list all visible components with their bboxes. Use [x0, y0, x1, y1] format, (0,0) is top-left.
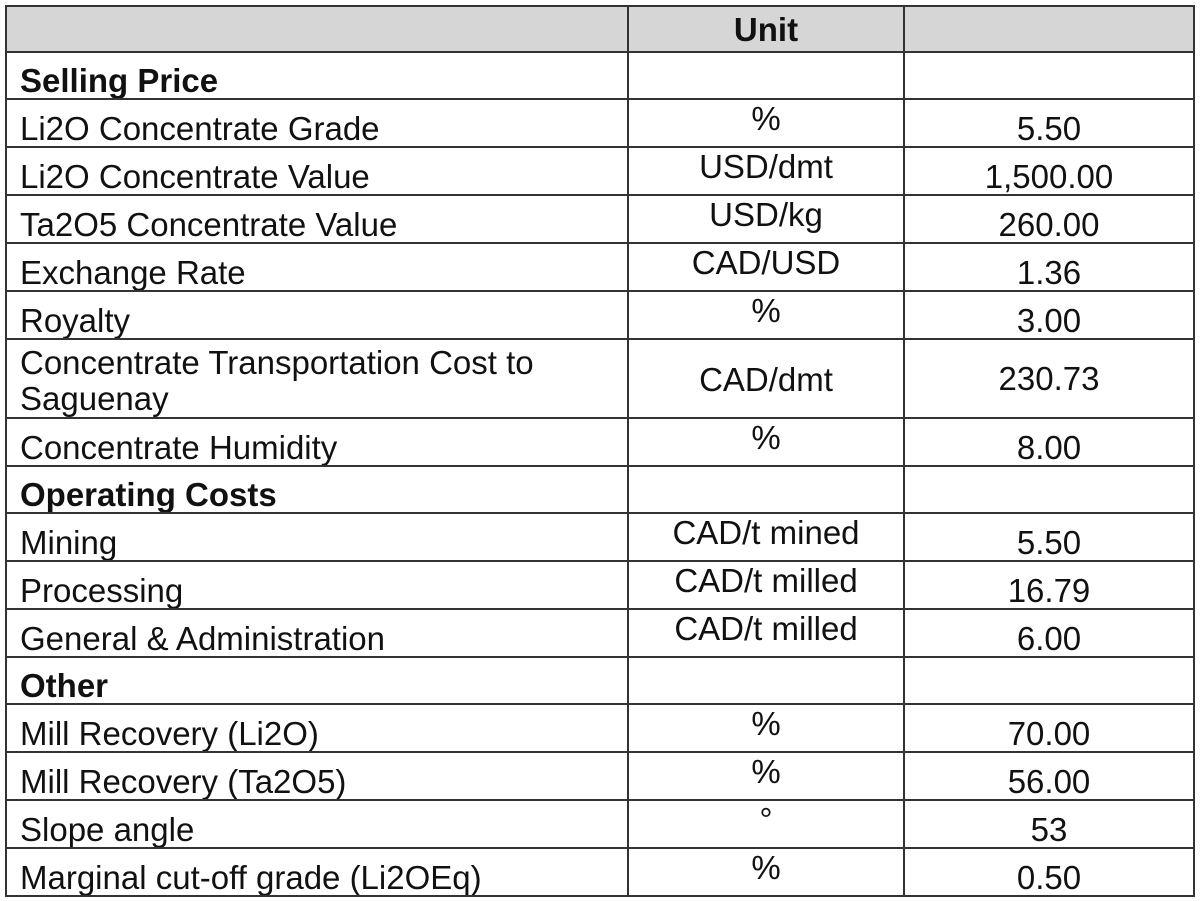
- row-value: 1,500.00: [903, 146, 1195, 196]
- row-label: Concentrate Transportation Cost to Sague…: [5, 338, 629, 419]
- table-row: Concentrate Humidity % 8.00: [5, 417, 1195, 467]
- row-value: 53: [903, 799, 1195, 849]
- row-unit: USD/dmt: [627, 146, 905, 196]
- header-value: [903, 5, 1195, 53]
- empty-cell: [903, 656, 1195, 705]
- row-label: Exchange Rate: [5, 242, 629, 292]
- row-label: General & Administration: [5, 608, 629, 658]
- table-row: Slope angle ° 53: [5, 799, 1195, 849]
- table-row: Mill Recovery (Ta2O5) % 56.00: [5, 751, 1195, 801]
- table-row: Royalty % 3.00: [5, 290, 1195, 340]
- parameters-table: Unit Selling Price Li2O Concentrate Grad…: [5, 5, 1195, 897]
- row-label: Royalty: [5, 290, 629, 340]
- table-row: Exchange Rate CAD/USD 1.36: [5, 242, 1195, 292]
- section-row-operating-costs: Operating Costs: [5, 465, 1195, 514]
- row-label: Li2O Concentrate Grade: [5, 98, 629, 148]
- row-label: Mill Recovery (Li2O): [5, 703, 629, 753]
- row-value: 1.36: [903, 242, 1195, 292]
- empty-cell: [903, 51, 1195, 100]
- row-value: 6.00: [903, 608, 1195, 658]
- row-label: Concentrate Humidity: [5, 417, 629, 467]
- row-value: 260.00: [903, 194, 1195, 244]
- table-row: Li2O Concentrate Value USD/dmt 1,500.00: [5, 146, 1195, 196]
- empty-cell: [627, 656, 905, 705]
- row-unit: %: [627, 751, 905, 801]
- table-row: Mining CAD/t mined 5.50: [5, 512, 1195, 562]
- row-value: 16.79: [903, 560, 1195, 610]
- row-unit: °: [627, 799, 905, 849]
- section-row-selling-price: Selling Price: [5, 51, 1195, 100]
- row-unit: CAD/USD: [627, 242, 905, 292]
- row-label: Marginal cut-off grade (Li2OEq): [5, 847, 629, 897]
- row-value: 70.00: [903, 703, 1195, 753]
- row-value: 8.00: [903, 417, 1195, 467]
- row-value: 230.73: [903, 338, 1195, 419]
- table-row: Processing CAD/t milled 16.79: [5, 560, 1195, 610]
- row-label: Slope angle: [5, 799, 629, 849]
- empty-cell: [903, 465, 1195, 514]
- row-unit: %: [627, 847, 905, 897]
- row-value: 3.00: [903, 290, 1195, 340]
- row-unit: %: [627, 417, 905, 467]
- header-parameter: [5, 5, 629, 53]
- row-value: 56.00: [903, 751, 1195, 801]
- empty-cell: [627, 51, 905, 100]
- row-label: Processing: [5, 560, 629, 610]
- table-row: Li2O Concentrate Grade % 5.50: [5, 98, 1195, 148]
- row-label: Mill Recovery (Ta2O5): [5, 751, 629, 801]
- row-unit: USD/kg: [627, 194, 905, 244]
- section-row-other: Other: [5, 656, 1195, 705]
- row-unit: CAD/t milled: [627, 608, 905, 658]
- row-unit: %: [627, 290, 905, 340]
- empty-cell: [627, 465, 905, 514]
- table-row: Ta2O5 Concentrate Value USD/kg 260.00: [5, 194, 1195, 244]
- row-value: 5.50: [903, 98, 1195, 148]
- row-unit: CAD/t mined: [627, 512, 905, 562]
- row-value: 5.50: [903, 512, 1195, 562]
- row-unit: %: [627, 703, 905, 753]
- row-unit: CAD/t milled: [627, 560, 905, 610]
- row-unit: %: [627, 98, 905, 148]
- row-label: Li2O Concentrate Value: [5, 146, 629, 196]
- section-title: Other: [5, 656, 629, 705]
- table-row: Marginal cut-off grade (Li2OEq) % 0.50: [5, 847, 1195, 897]
- section-title: Selling Price: [5, 51, 629, 100]
- table-row: Mill Recovery (Li2O) % 70.00: [5, 703, 1195, 753]
- table-row: Concentrate Transportation Cost to Sague…: [5, 338, 1195, 419]
- header-unit: Unit: [627, 5, 905, 53]
- section-title: Operating Costs: [5, 465, 629, 514]
- row-label: Mining: [5, 512, 629, 562]
- row-unit: CAD/dmt: [627, 338, 905, 419]
- row-label: Ta2O5 Concentrate Value: [5, 194, 629, 244]
- row-value: 0.50: [903, 847, 1195, 897]
- table-row: General & Administration CAD/t milled 6.…: [5, 608, 1195, 658]
- table-header-row: Unit: [5, 5, 1195, 53]
